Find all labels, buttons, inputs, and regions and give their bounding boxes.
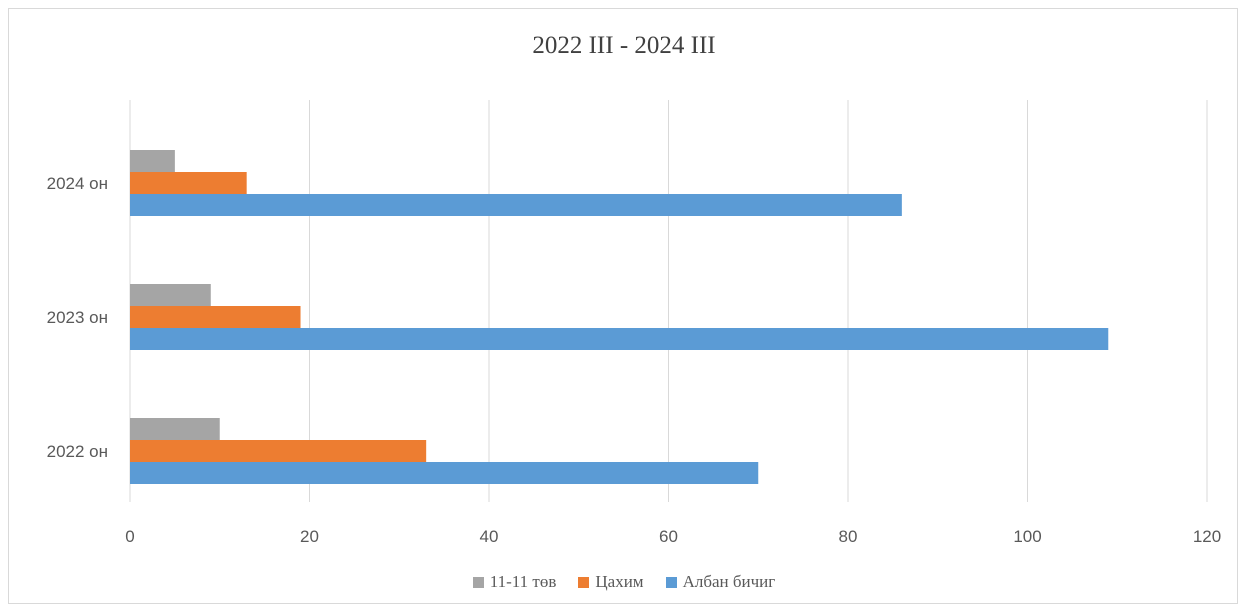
category-labels: 2022 он 2023 он 2024 он — [47, 174, 108, 461]
x-tick-label: 80 — [839, 527, 858, 546]
category-label: 2022 он — [47, 442, 108, 461]
gridlines — [129, 100, 1208, 502]
legend-swatch — [578, 576, 590, 588]
x-tick-label: 120 — [1193, 527, 1221, 546]
x-tick-label: 60 — [659, 527, 678, 546]
bar — [130, 306, 301, 328]
legend-label: Албан бичиг — [682, 572, 776, 591]
bar — [130, 440, 427, 462]
bar — [130, 194, 902, 216]
legend-item: Цахим — [578, 572, 644, 592]
x-tick-label: 100 — [1013, 527, 1041, 546]
legend-item: 11-11 төв — [472, 572, 557, 592]
bar — [130, 150, 175, 172]
x-tick-label: 20 — [300, 527, 319, 546]
bar — [130, 284, 211, 306]
bar — [130, 462, 759, 484]
bars — [130, 150, 1109, 484]
legend-swatch — [472, 576, 484, 588]
legend-item: Албан бичиг — [665, 572, 776, 592]
x-tick-label: 40 — [480, 527, 499, 546]
bar — [130, 418, 220, 440]
bar — [130, 172, 247, 194]
legend-label: 11-11 төв — [489, 572, 557, 591]
chart-title: 2022 III - 2024 III — [532, 32, 716, 59]
category-label: 2024 он — [47, 174, 108, 193]
category-label: 2023 он — [47, 308, 108, 327]
bar — [130, 328, 1109, 350]
legend-label: Цахим — [595, 572, 644, 591]
legend-swatch — [665, 576, 677, 588]
x-axis-ticks: 0 20 40 60 80 100 120 — [125, 527, 1221, 546]
x-tick-label: 0 — [125, 527, 134, 546]
legend: 11-11 төв Цахим Албан бичиг — [0, 572, 1248, 592]
